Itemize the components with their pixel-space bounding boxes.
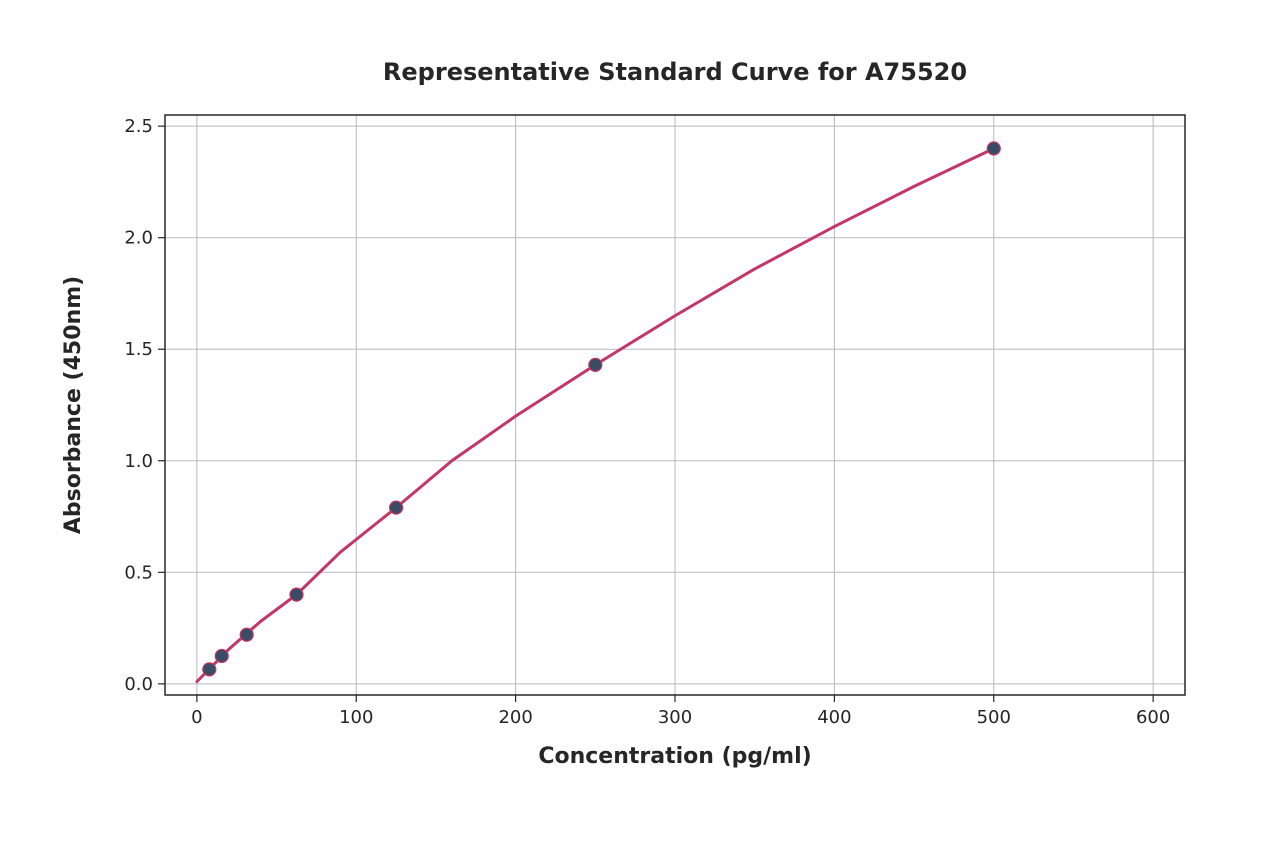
y-tick-label: 2.0	[124, 228, 153, 249]
x-axis-label: Concentration (pg/ml)	[538, 744, 811, 769]
data-point	[390, 501, 403, 514]
y-tick-label: 0.5	[124, 562, 153, 583]
chart-title: Representative Standard Curve for A75520	[383, 58, 967, 86]
data-point	[215, 649, 228, 662]
x-tick-label: 600	[1136, 707, 1170, 728]
data-point	[290, 588, 303, 601]
y-tick-label: 2.5	[124, 116, 153, 137]
x-tick-label: 200	[498, 707, 532, 728]
x-tick-label: 500	[977, 707, 1011, 728]
x-tick-label: 400	[817, 707, 851, 728]
y-tick-label: 1.5	[124, 339, 153, 360]
chart-svg: 0 100 200 300 400 500 600 0.0 0.5 1.0 1.5 2.0 2.5 Con…	[0, 0, 1280, 845]
x-tick-label: 300	[658, 707, 692, 728]
data-point	[203, 663, 216, 676]
data-point	[987, 142, 1000, 155]
data-point	[240, 628, 253, 641]
y-axis-label: Absorbance (450nm)	[61, 276, 86, 534]
x-tick-label: 100	[339, 707, 373, 728]
y-tick-label: 0.0	[124, 674, 153, 695]
y-tick-label: 1.0	[124, 451, 153, 472]
standard-curve-chart: 0 100 200 300 400 500 600 0.0 0.5 1.0 1.5 2.0 2.5 Con…	[0, 0, 1280, 845]
x-tick-label: 0	[191, 707, 202, 728]
data-point	[589, 358, 602, 371]
